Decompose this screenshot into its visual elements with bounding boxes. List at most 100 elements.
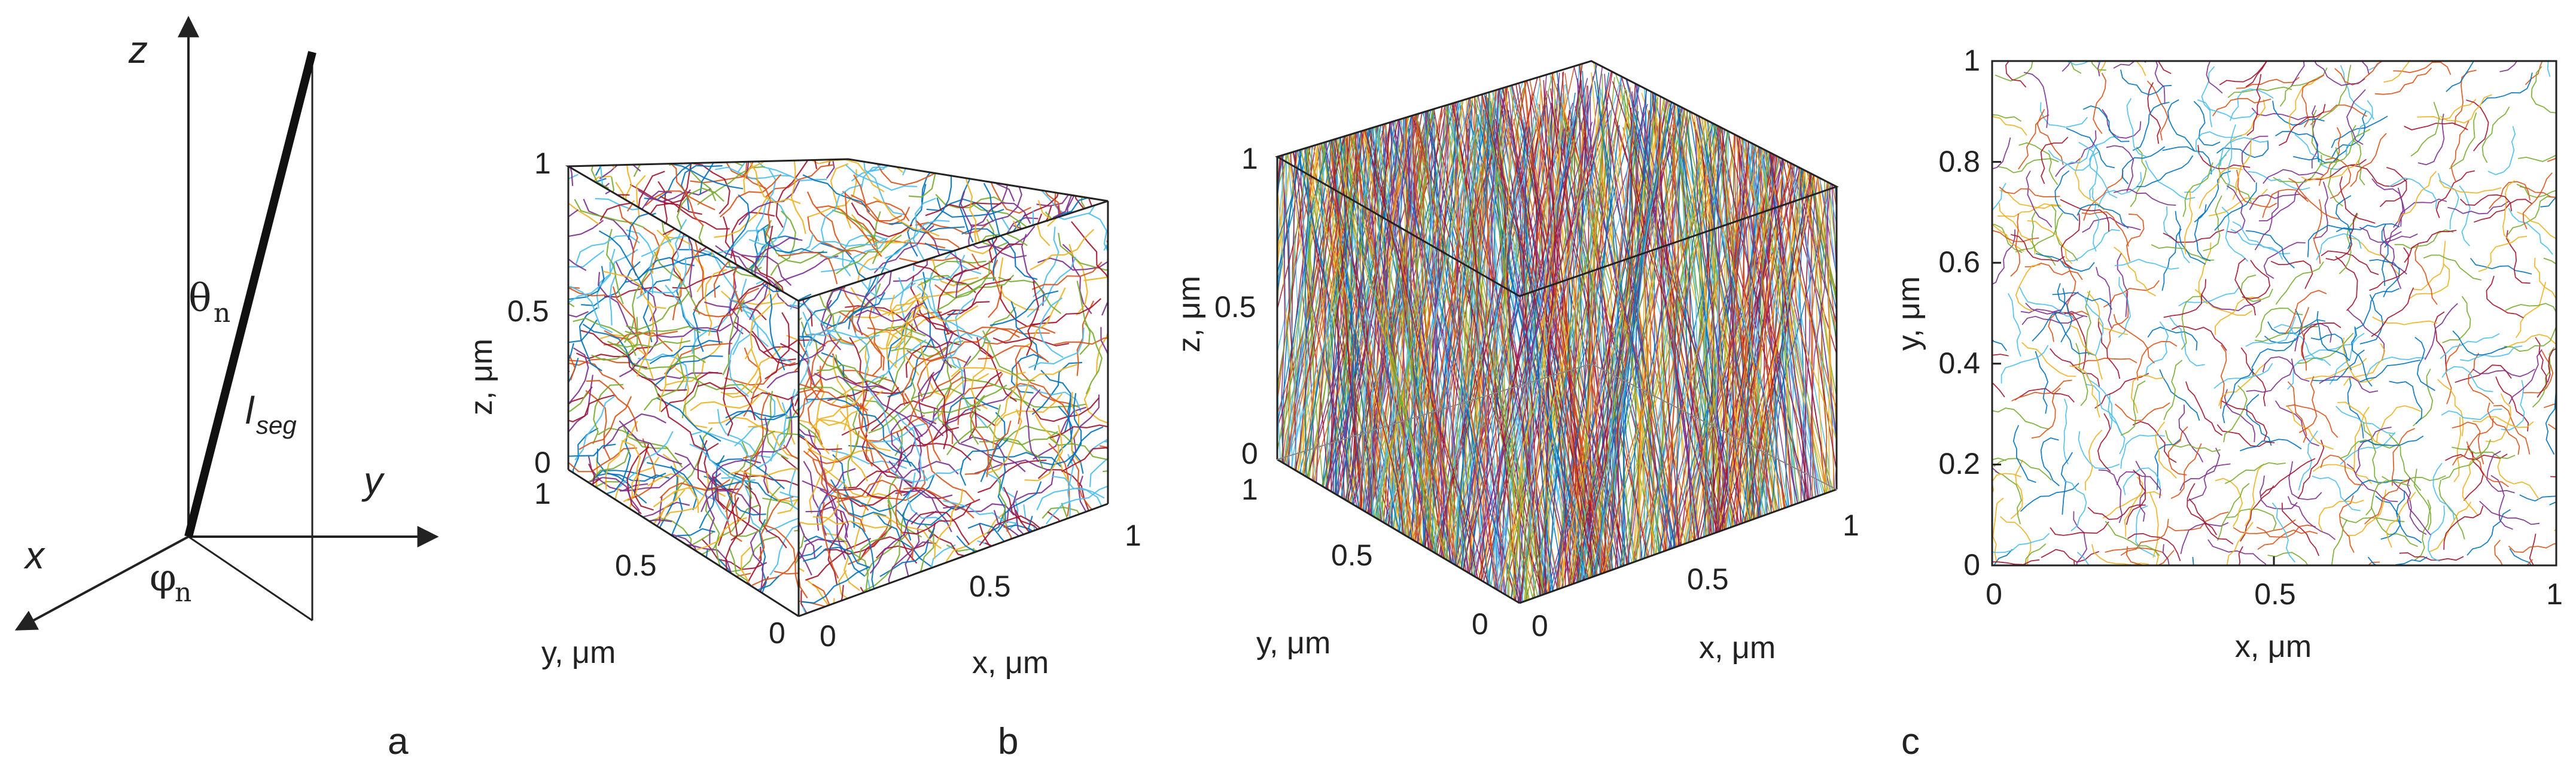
fiber bbox=[866, 386, 906, 455]
fiber bbox=[2499, 61, 2518, 72]
fiber bbox=[2135, 460, 2146, 522]
fiber bbox=[2076, 203, 2129, 229]
fiber bbox=[1622, 64, 1733, 603]
fiber bbox=[945, 512, 1006, 562]
fiber bbox=[2288, 461, 2322, 500]
fiber bbox=[1466, 63, 1530, 603]
fiber bbox=[2260, 458, 2316, 497]
fiber bbox=[1597, 90, 1654, 603]
fiber bbox=[568, 209, 587, 272]
fiber bbox=[2073, 511, 2088, 565]
fiber bbox=[2383, 227, 2402, 290]
fiber bbox=[634, 443, 654, 511]
b-left-x-tick-0: 0 bbox=[820, 619, 836, 653]
fiber bbox=[2179, 448, 2221, 491]
fiber bbox=[2010, 459, 2023, 519]
fiber bbox=[2215, 477, 2243, 527]
fiber bbox=[2274, 400, 2319, 446]
fiber bbox=[2413, 241, 2446, 291]
fiber bbox=[690, 430, 759, 464]
fiber bbox=[2417, 99, 2477, 120]
fiber bbox=[963, 171, 978, 248]
fiber bbox=[2522, 172, 2553, 230]
fiber bbox=[697, 382, 756, 421]
fiber bbox=[2534, 257, 2556, 300]
fiber bbox=[2216, 483, 2250, 541]
fiber bbox=[1047, 511, 1082, 579]
fiber bbox=[768, 255, 839, 291]
fiber bbox=[580, 260, 644, 293]
fiber bbox=[820, 292, 886, 327]
fiber bbox=[863, 400, 903, 457]
fiber bbox=[1028, 553, 1045, 616]
fiber bbox=[2298, 376, 2318, 434]
fiber bbox=[2519, 185, 2556, 198]
fiber bbox=[1728, 83, 1837, 603]
fiber bbox=[574, 199, 645, 229]
fiber bbox=[2063, 398, 2069, 465]
fiber bbox=[2522, 350, 2554, 394]
fiber bbox=[2171, 325, 2227, 351]
fiber bbox=[980, 412, 1006, 482]
fiber bbox=[943, 390, 1013, 425]
fiber bbox=[2236, 77, 2300, 89]
fiber bbox=[605, 600, 668, 616]
fiber bbox=[986, 409, 1022, 474]
fiber bbox=[799, 545, 823, 587]
fiber bbox=[2074, 157, 2105, 211]
fiber bbox=[2221, 206, 2249, 262]
fiber bbox=[799, 533, 805, 575]
fiber bbox=[1523, 122, 1557, 603]
fiber bbox=[800, 321, 849, 379]
fiber bbox=[799, 488, 816, 559]
fiber bbox=[799, 381, 823, 446]
fiber bbox=[641, 372, 718, 381]
fiber bbox=[2518, 154, 2556, 162]
panel-label-c: c bbox=[1901, 721, 1920, 762]
fiber bbox=[1607, 107, 1633, 603]
fiber bbox=[2039, 102, 2088, 128]
fiber bbox=[2124, 476, 2143, 537]
fiber bbox=[2393, 61, 2452, 75]
fiber bbox=[596, 448, 647, 504]
fiber bbox=[598, 159, 644, 163]
fiber bbox=[2540, 197, 2556, 208]
cube-edges bbox=[565, 158, 1109, 617]
fiber bbox=[2316, 311, 2350, 361]
fiber bbox=[1008, 528, 1085, 547]
fiber bbox=[1277, 129, 1302, 603]
fiber bbox=[2452, 330, 2507, 356]
fiber bbox=[2297, 439, 2325, 500]
fiber bbox=[957, 373, 1003, 425]
fiber bbox=[654, 355, 723, 386]
fiber bbox=[568, 370, 570, 437]
fiber bbox=[736, 159, 750, 179]
fiber bbox=[910, 275, 954, 333]
fiber bbox=[799, 383, 869, 411]
fiber bbox=[2262, 356, 2310, 382]
fiber bbox=[1008, 382, 1080, 408]
fiber bbox=[2198, 242, 2212, 305]
fiber bbox=[1582, 99, 1603, 603]
fiber bbox=[728, 297, 756, 355]
fiber bbox=[2169, 316, 2205, 367]
fiber bbox=[2027, 220, 2073, 264]
fiber bbox=[1992, 407, 2050, 430]
fiber bbox=[930, 374, 948, 449]
fiber bbox=[1992, 115, 2027, 136]
fiber bbox=[987, 452, 1062, 467]
b-left-z-tick-0: 0 bbox=[534, 446, 551, 479]
fiber bbox=[2224, 99, 2266, 148]
fiber bbox=[1015, 573, 1059, 616]
b-left-y-tick-1: 1 bbox=[534, 477, 551, 510]
fiber bbox=[2154, 61, 2166, 104]
fiber bbox=[788, 467, 799, 527]
fiber bbox=[1052, 582, 1108, 616]
fiber bbox=[799, 389, 839, 432]
fiber bbox=[2154, 549, 2159, 565]
fiber bbox=[1277, 119, 1375, 603]
fiber bbox=[2199, 167, 2243, 209]
fiber bbox=[2232, 138, 2252, 200]
fiber bbox=[2187, 463, 2231, 502]
fiber bbox=[1799, 87, 1837, 603]
